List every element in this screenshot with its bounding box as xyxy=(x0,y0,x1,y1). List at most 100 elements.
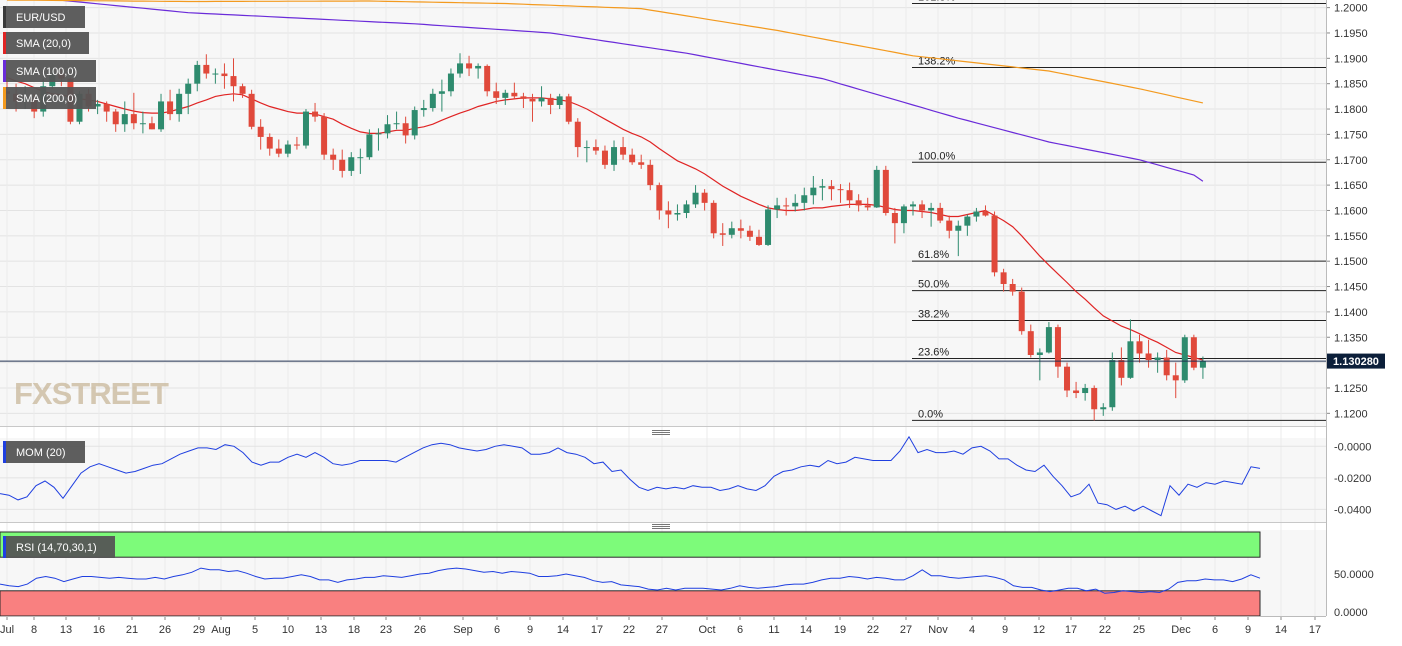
legend-rsi[interactable]: RSI (14,70,30,1) xyxy=(3,536,115,558)
candle[interactable] xyxy=(185,78,192,115)
resize-handle[interactable] xyxy=(652,524,670,529)
candle[interactable] xyxy=(919,200,926,219)
candle[interactable] xyxy=(357,148,364,174)
candle[interactable] xyxy=(828,180,835,201)
candle[interactable] xyxy=(348,152,355,176)
candle[interactable] xyxy=(882,165,889,216)
candle[interactable] xyxy=(438,79,445,112)
candle[interactable] xyxy=(94,99,101,115)
candle[interactable] xyxy=(1109,352,1116,411)
candle[interactable] xyxy=(284,140,291,158)
candle[interactable] xyxy=(321,113,328,160)
candle[interactable] xyxy=(239,83,246,98)
candle[interactable] xyxy=(257,119,264,150)
candle[interactable] xyxy=(837,184,844,203)
candle[interactable] xyxy=(158,93,165,132)
candle[interactable] xyxy=(1145,339,1152,368)
candle[interactable] xyxy=(583,140,590,163)
candle[interactable] xyxy=(656,182,663,220)
candle[interactable] xyxy=(475,63,482,79)
candle[interactable] xyxy=(1136,334,1143,363)
candle[interactable] xyxy=(1118,347,1125,386)
candle[interactable] xyxy=(493,82,500,104)
candle[interactable] xyxy=(1163,349,1170,381)
candle[interactable] xyxy=(139,111,146,134)
candle[interactable] xyxy=(647,159,654,191)
candle[interactable] xyxy=(683,200,690,219)
candle[interactable] xyxy=(203,54,210,79)
candle[interactable] xyxy=(1064,362,1071,398)
candle[interactable] xyxy=(900,204,907,234)
candle[interactable] xyxy=(719,223,726,246)
candle[interactable] xyxy=(384,115,391,139)
candle[interactable] xyxy=(864,197,871,211)
candle[interactable] xyxy=(1199,356,1206,379)
candle[interactable] xyxy=(991,211,998,277)
candle[interactable] xyxy=(221,63,228,89)
candle[interactable] xyxy=(420,99,427,117)
legend-sma200[interactable]: SMA (200,0) xyxy=(3,87,96,109)
candle[interactable] xyxy=(928,202,935,227)
candle[interactable] xyxy=(1082,383,1089,401)
candle[interactable] xyxy=(556,93,563,110)
candle[interactable] xyxy=(755,229,762,246)
candle[interactable] xyxy=(638,154,645,169)
candle[interactable] xyxy=(710,200,717,239)
candle[interactable] xyxy=(982,205,989,217)
candle[interactable] xyxy=(112,109,119,132)
candle[interactable] xyxy=(846,182,853,208)
candle[interactable] xyxy=(728,221,735,239)
candle[interactable] xyxy=(520,92,527,109)
candle[interactable] xyxy=(293,136,300,150)
candle[interactable] xyxy=(411,106,418,140)
candle[interactable] xyxy=(103,101,110,122)
candle[interactable] xyxy=(973,207,980,222)
candle[interactable] xyxy=(457,53,463,78)
candle[interactable] xyxy=(547,93,554,115)
candle[interactable] xyxy=(167,89,174,121)
candle[interactable] xyxy=(176,88,183,122)
candle[interactable] xyxy=(1154,352,1161,373)
candle[interactable] xyxy=(393,111,400,130)
candle[interactable] xyxy=(937,202,944,224)
candle[interactable] xyxy=(266,133,273,156)
candle[interactable] xyxy=(774,197,781,219)
candle[interactable] xyxy=(1009,278,1016,296)
candle[interactable] xyxy=(1054,324,1061,378)
candle[interactable] xyxy=(1027,324,1034,358)
candle[interactable] xyxy=(402,116,409,144)
candle[interactable] xyxy=(312,102,319,122)
candle[interactable] xyxy=(746,225,753,241)
candle[interactable] xyxy=(792,194,799,212)
legend-mom[interactable]: MOM (20) xyxy=(3,441,85,463)
candle[interactable] xyxy=(574,118,581,158)
candle[interactable] xyxy=(765,205,772,246)
legend-sma100[interactable]: SMA (100,0) xyxy=(3,60,96,82)
candle[interactable] xyxy=(529,93,536,122)
candle[interactable] xyxy=(466,55,473,77)
candle[interactable] xyxy=(674,204,681,221)
candle[interactable] xyxy=(819,179,826,201)
candle[interactable] xyxy=(447,68,454,97)
candle[interactable] xyxy=(1045,322,1052,354)
candle[interactable] xyxy=(121,101,128,132)
candle[interactable] xyxy=(1000,268,1007,292)
candle[interactable] xyxy=(375,128,382,151)
candle[interactable] xyxy=(692,185,699,208)
candle[interactable] xyxy=(801,187,808,211)
candle[interactable] xyxy=(511,82,518,99)
candle[interactable] xyxy=(1073,381,1080,399)
candle[interactable] xyxy=(1181,334,1188,383)
candle[interactable] xyxy=(910,201,916,216)
candle[interactable] xyxy=(248,89,255,130)
candle[interactable] xyxy=(955,220,962,257)
candle[interactable] xyxy=(629,148,636,165)
candle[interactable] xyxy=(601,145,608,169)
candle[interactable] xyxy=(130,92,137,130)
candle[interactable] xyxy=(1127,319,1134,379)
resize-handle[interactable] xyxy=(652,430,670,435)
candle[interactable] xyxy=(484,64,491,97)
candle[interactable] xyxy=(891,207,898,244)
candle[interactable] xyxy=(611,140,618,171)
